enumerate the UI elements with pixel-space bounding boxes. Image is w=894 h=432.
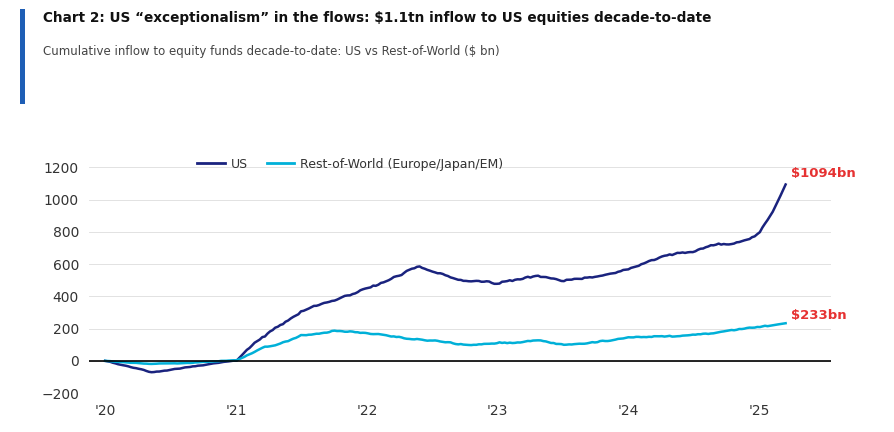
Rest-of-World (Europe/Japan/EM)	[518, 340, 528, 345]
Line: US: US	[105, 184, 786, 372]
US	[100, 358, 111, 363]
Rest-of-World (Europe/Japan/EM)	[401, 336, 412, 341]
US	[518, 276, 528, 282]
US	[146, 370, 156, 375]
Text: $1094bn: $1094bn	[791, 167, 856, 180]
Rest-of-World (Europe/Japan/EM)	[780, 321, 791, 326]
US	[734, 239, 745, 245]
Rest-of-World (Europe/Japan/EM)	[620, 335, 631, 340]
US	[375, 280, 386, 286]
Legend: US, Rest-of-World (Europe/Japan/EM): US, Rest-of-World (Europe/Japan/EM)	[192, 152, 509, 176]
Rest-of-World (Europe/Japan/EM)	[146, 361, 156, 366]
US	[742, 237, 753, 242]
US	[401, 268, 412, 273]
Rest-of-World (Europe/Japan/EM)	[100, 358, 111, 363]
Text: $233bn: $233bn	[791, 308, 847, 321]
Rest-of-World (Europe/Japan/EM)	[734, 327, 745, 332]
Text: Cumulative inflow to equity funds decade-to-date: US vs Rest-of-World ($ bn): Cumulative inflow to equity funds decade…	[43, 45, 500, 58]
US	[780, 182, 791, 187]
Line: Rest-of-World (Europe/Japan/EM): Rest-of-World (Europe/Japan/EM)	[105, 323, 786, 364]
Rest-of-World (Europe/Japan/EM)	[742, 325, 753, 330]
Text: Chart 2: US “exceptionalism” in the flows: $1.1tn inflow to US equities decade-t: Chart 2: US “exceptionalism” in the flow…	[43, 11, 712, 25]
US	[620, 267, 631, 272]
Rest-of-World (Europe/Japan/EM)	[375, 332, 386, 337]
